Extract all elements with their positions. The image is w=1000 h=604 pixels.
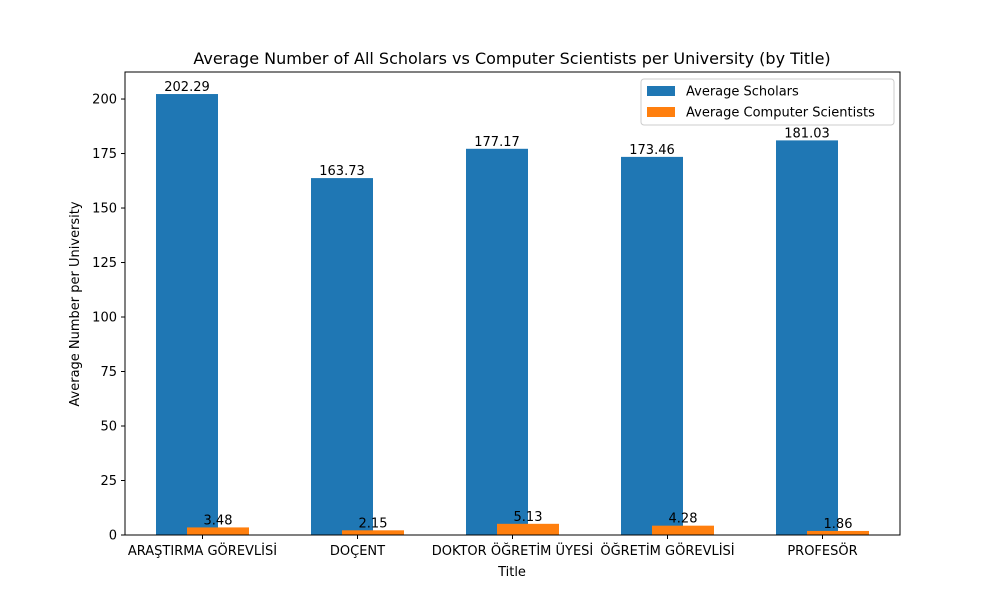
bar-scholars-0	[156, 94, 218, 536]
data-label-scholars-4: 181.03	[784, 126, 830, 141]
legend: Average Scholars Average Computer Scienti…	[640, 78, 895, 126]
data-label-computer-scientists-1: 2.15	[359, 516, 388, 531]
y-tick-label-6: 150	[92, 202, 117, 217]
bar-computer-scientists-1	[342, 530, 404, 535]
data-label-computer-scientists-0: 3.48	[204, 513, 233, 528]
y-tick-label-0: 0	[109, 529, 117, 544]
x-tick-label-0: ARAŞTIRMA GÖREVLİSİ	[128, 542, 277, 559]
data-label-scholars-1: 163.73	[319, 164, 365, 179]
axes-layer: 0 25 50 75 100 125 150 175 200 ARAŞTIRMA GÖREVLİS…	[92, 71, 901, 559]
y-tick-label-5: 125	[92, 256, 117, 271]
legend-swatch-scholars	[647, 86, 675, 96]
bar-computer-scientists-4	[807, 530, 869, 535]
y-tick-label-3: 75	[100, 365, 117, 380]
y-tick-label-2: 50	[100, 420, 117, 435]
data-label-computer-scientists-2: 5.13	[514, 510, 543, 525]
legend-label-scholars: Average Scholars	[686, 85, 799, 100]
y-axis-label: Average Number per University	[68, 201, 83, 406]
data-label-scholars-3: 173.46	[629, 143, 675, 158]
bar-scholars-4	[776, 140, 838, 535]
data-label-scholars-2: 177.17	[474, 135, 520, 150]
legend-swatch-computer-scientists	[647, 107, 675, 117]
data-labels-layer: 202.29 163.73 177.17 173.46 181.03 3.48 2.15 5.…	[164, 80, 852, 532]
y-tick-label-1: 25	[100, 474, 117, 489]
data-label-computer-scientists-3: 4.28	[669, 512, 698, 527]
legend-box	[640, 78, 895, 126]
data-label-computer-scientists-4: 1.86	[824, 517, 853, 532]
x-tick-label-2: DOKTOR ÖĞRETİM ÜYESİ	[432, 542, 594, 559]
y-tick-label-8: 200	[92, 93, 117, 108]
x-axis-label: Title	[497, 565, 526, 580]
bar-computer-scientists-2	[497, 523, 559, 535]
bars-layer	[156, 94, 869, 536]
y-tick-label-7: 175	[92, 147, 117, 162]
legend-label-computer-scientists: Average Computer Scientists	[686, 106, 875, 121]
bar-scholars-2	[466, 148, 528, 536]
x-tick-label-3: ÖĞRETİM GÖREVLİSİ	[600, 542, 734, 559]
bar-scholars-1	[311, 178, 373, 535]
y-tick-label-4: 100	[92, 311, 117, 326]
x-tick-label-1: DOÇENT	[330, 544, 385, 559]
bar-computer-scientists-0	[187, 527, 249, 535]
bar-scholars-3	[621, 156, 683, 535]
data-label-scholars-0: 202.29	[164, 80, 210, 95]
x-tick-label-4: PROFESÖR	[787, 542, 857, 559]
chart-title: Average Number of All Scholars vs Comput…	[193, 49, 830, 68]
bar-computer-scientists-3	[652, 525, 714, 535]
